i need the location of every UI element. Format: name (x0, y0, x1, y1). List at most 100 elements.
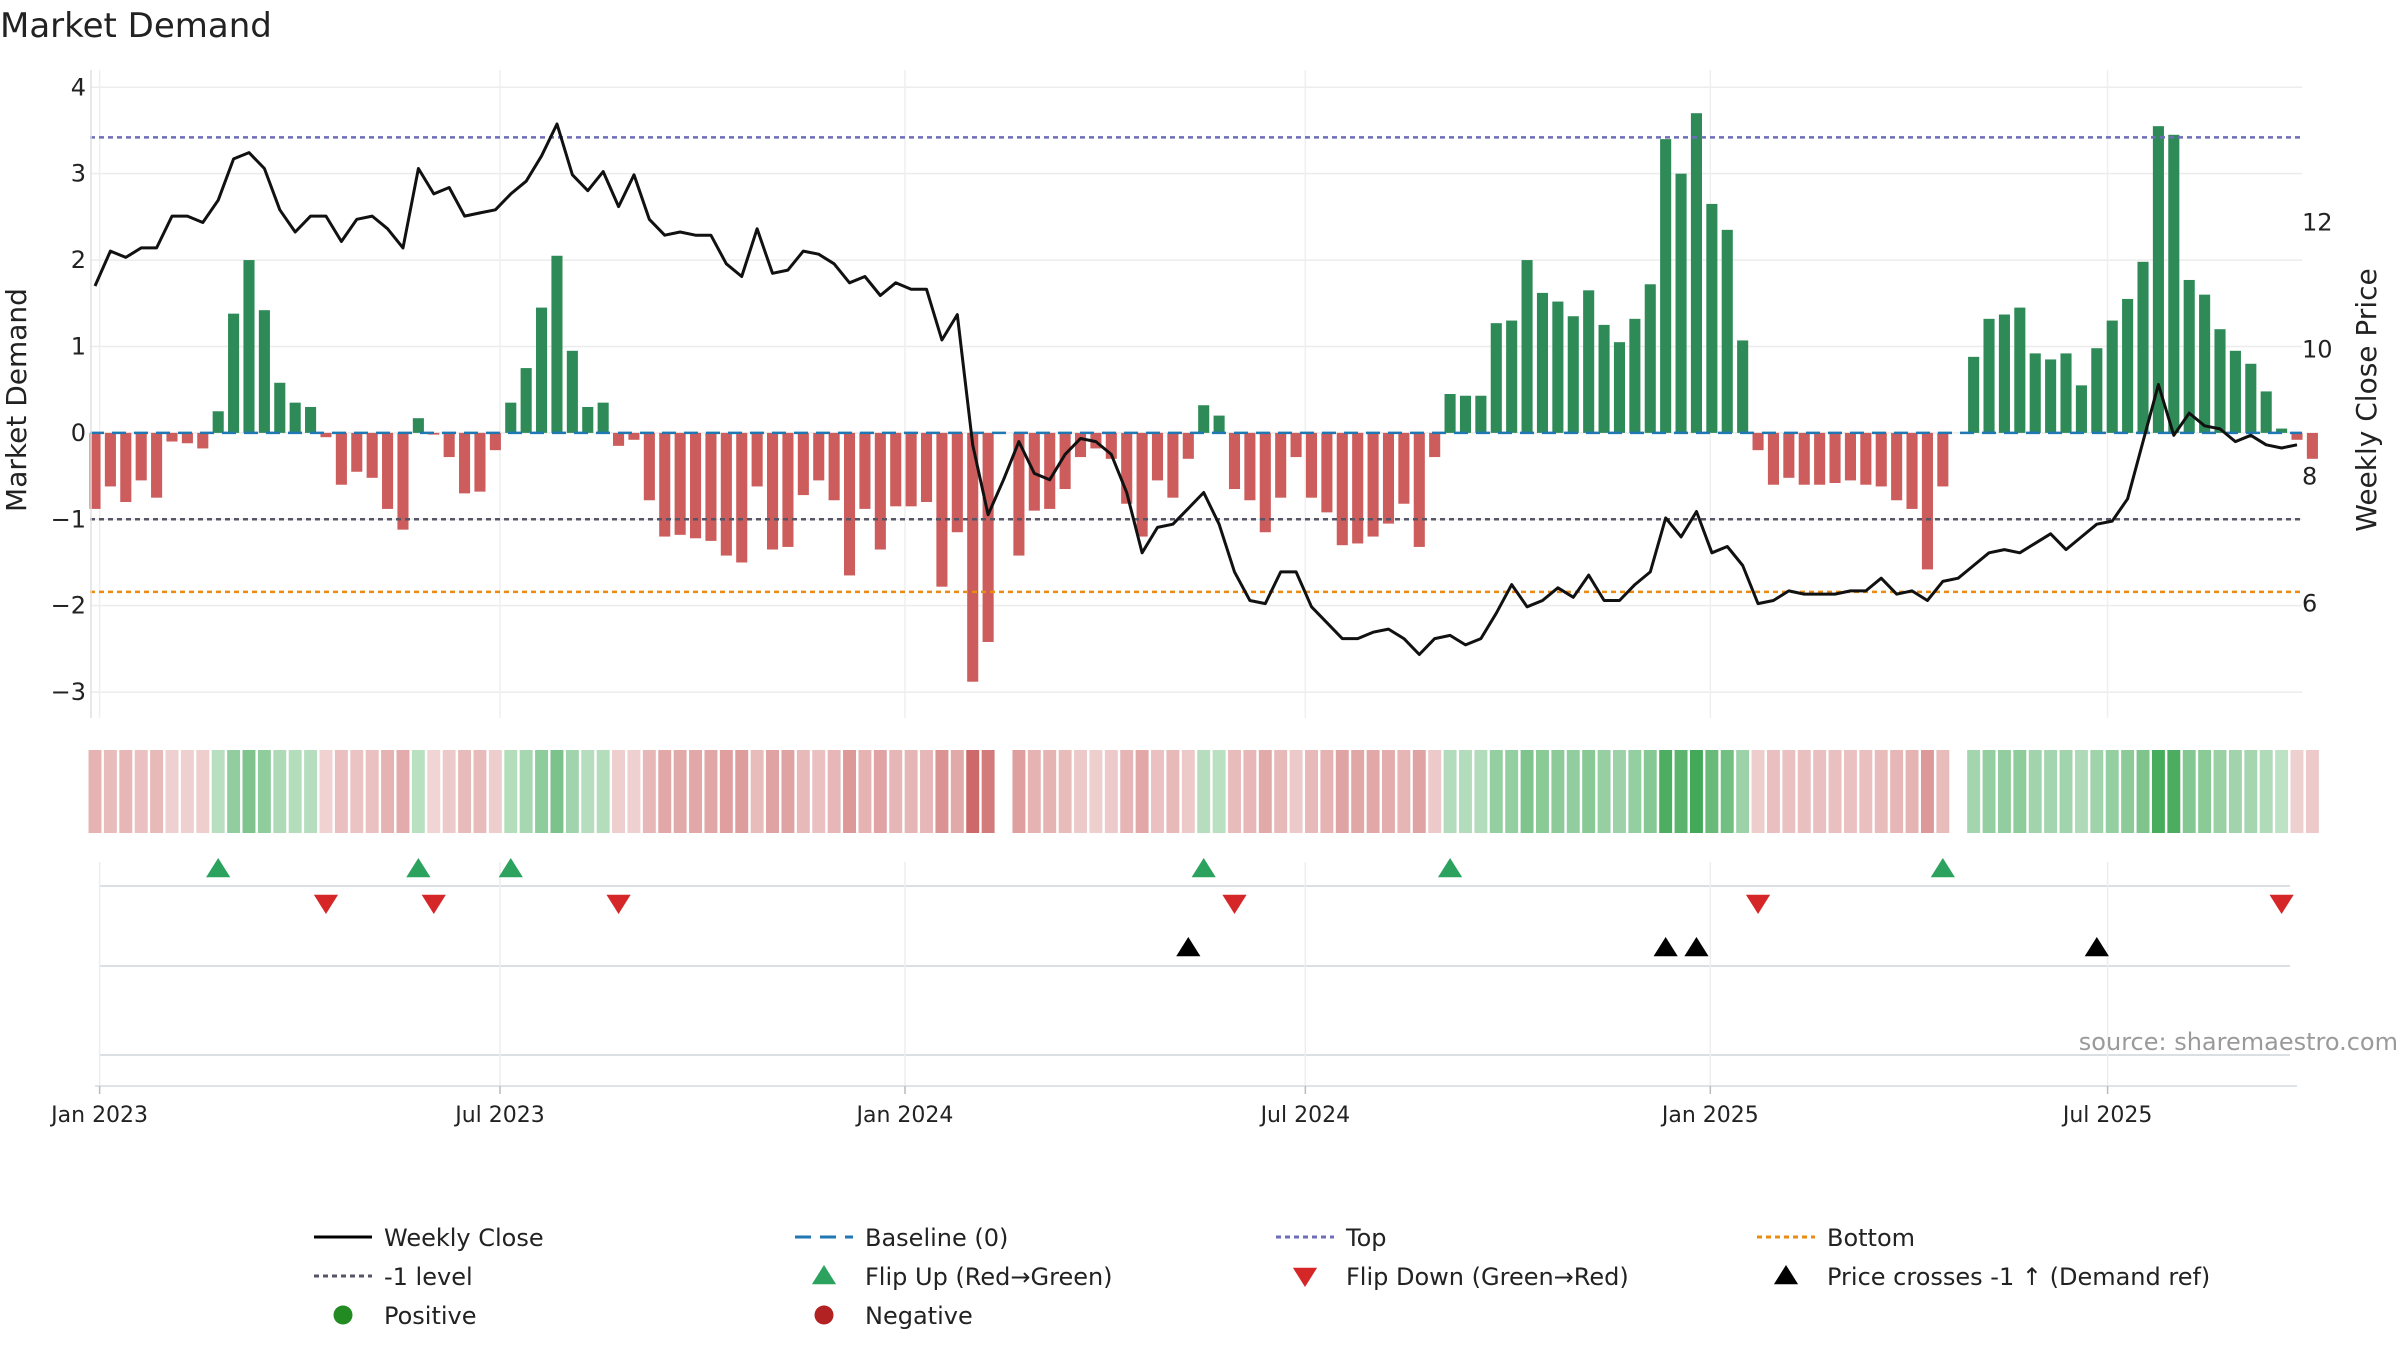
demand-bar (2137, 261, 2149, 433)
x-tick-label: Jan 2023 (49, 1103, 148, 1128)
heat-cell (1058, 750, 1072, 833)
heat-cell (2074, 750, 2088, 833)
heat-cell (1335, 750, 1349, 833)
demand-bar (2245, 363, 2257, 433)
demand-bar (2276, 428, 2288, 433)
flip-down-marker (1745, 894, 1771, 914)
heat-cell (1366, 750, 1380, 833)
demand-bar (166, 432, 178, 442)
demand-bar (566, 350, 578, 433)
demand-bar (536, 307, 548, 433)
x-tick-label: Jul 2023 (453, 1103, 545, 1128)
heat-cell (596, 750, 610, 833)
heat-cell (1412, 750, 1426, 833)
demand-bar (1136, 432, 1148, 537)
demand-bar (582, 406, 594, 433)
demand-bar (936, 432, 948, 587)
heat-cell (1120, 750, 1134, 833)
weekly-close-line (93, 122, 2298, 656)
heat-cell (196, 750, 210, 833)
demand-bar (320, 432, 332, 438)
legend-swatch (811, 1265, 837, 1285)
heat-cell (1089, 750, 1103, 833)
heat-cell (1551, 750, 1565, 833)
heat-cell (1212, 750, 1226, 833)
demand-bar (674, 432, 686, 535)
demand-bar (828, 432, 840, 501)
heat-cell (581, 750, 595, 833)
heat-cell (334, 750, 348, 833)
flip-up-marker (498, 858, 523, 878)
y-axis-label-right: Weekly Close Price (2350, 268, 2383, 531)
heat-cell (103, 750, 117, 833)
heat-cell (227, 750, 241, 833)
demand-bar (104, 432, 116, 487)
legend-label: Flip Up (Red→Green) (865, 1263, 1113, 1291)
demand-bar (2306, 432, 2318, 459)
heat-cell (1351, 750, 1365, 833)
heat-cell (1566, 750, 1580, 833)
legend-label: Positive (384, 1302, 477, 1330)
demand-bar (1690, 113, 1702, 433)
y-tick-right: 6 (2302, 590, 2317, 618)
flip-up-marker (206, 858, 231, 878)
heat-cell (2028, 750, 2042, 833)
heat-cell (1720, 750, 1734, 833)
demand-bar (1259, 432, 1271, 533)
heat-cell (1074, 750, 1087, 833)
demand-bar (1552, 301, 1564, 433)
heat-cell (1181, 750, 1195, 833)
heat-cell (273, 750, 287, 833)
demand-bar (505, 402, 517, 433)
heat-cell (211, 750, 225, 833)
demand-bar (366, 432, 378, 478)
heat-cell (1643, 750, 1657, 833)
heat-cell (1813, 750, 1827, 833)
heat-cell (1305, 750, 1318, 833)
demand-bar (2014, 307, 2026, 433)
demand-bar (643, 432, 655, 501)
heat-cell (2151, 750, 2165, 833)
heat-cell (796, 750, 810, 833)
heat-cell (1166, 750, 1180, 833)
demand-bar (489, 432, 501, 451)
demand-bar (2122, 298, 2134, 433)
heat-cell (966, 750, 980, 833)
legend-label: Baseline (0) (865, 1224, 1008, 1252)
demand-bar (459, 432, 471, 494)
demand-bar (766, 432, 779, 550)
heat-cell (2059, 750, 2073, 833)
heat-cell (781, 750, 795, 833)
demand-bar (1121, 432, 1133, 504)
heat-cell (873, 750, 887, 833)
demand-bar (1675, 173, 1687, 433)
legend-swatch (1773, 1265, 1799, 1285)
demand-bar (1721, 229, 1733, 433)
demand-bar (1783, 432, 1795, 478)
demand-bar (89, 432, 101, 509)
demand-bar (2260, 391, 2272, 433)
demand-bar (2152, 126, 2164, 433)
heat-cell (2198, 750, 2212, 833)
price-cross-marker (1653, 937, 1678, 957)
y-tick-left: 4 (71, 73, 86, 101)
demand-bar (1567, 316, 1579, 433)
heat-cell (535, 750, 549, 833)
heat-cell (1320, 750, 1334, 833)
heat-cell (504, 750, 518, 833)
heat-cell (1874, 750, 1888, 833)
demand-bar (920, 432, 933, 502)
heat-cell (1151, 750, 1164, 833)
demand-bar (1506, 320, 1518, 433)
demand-bar (151, 432, 163, 498)
heat-cell (827, 750, 841, 833)
heat-cell (550, 750, 564, 833)
heat-cell (1043, 750, 1057, 833)
demand-bar (1167, 432, 1179, 498)
demand-bar (1644, 284, 1656, 433)
demand-bar (1398, 432, 1410, 504)
heat-cell (365, 750, 379, 833)
demand-bar (135, 432, 147, 481)
demand-bar (1244, 432, 1256, 501)
